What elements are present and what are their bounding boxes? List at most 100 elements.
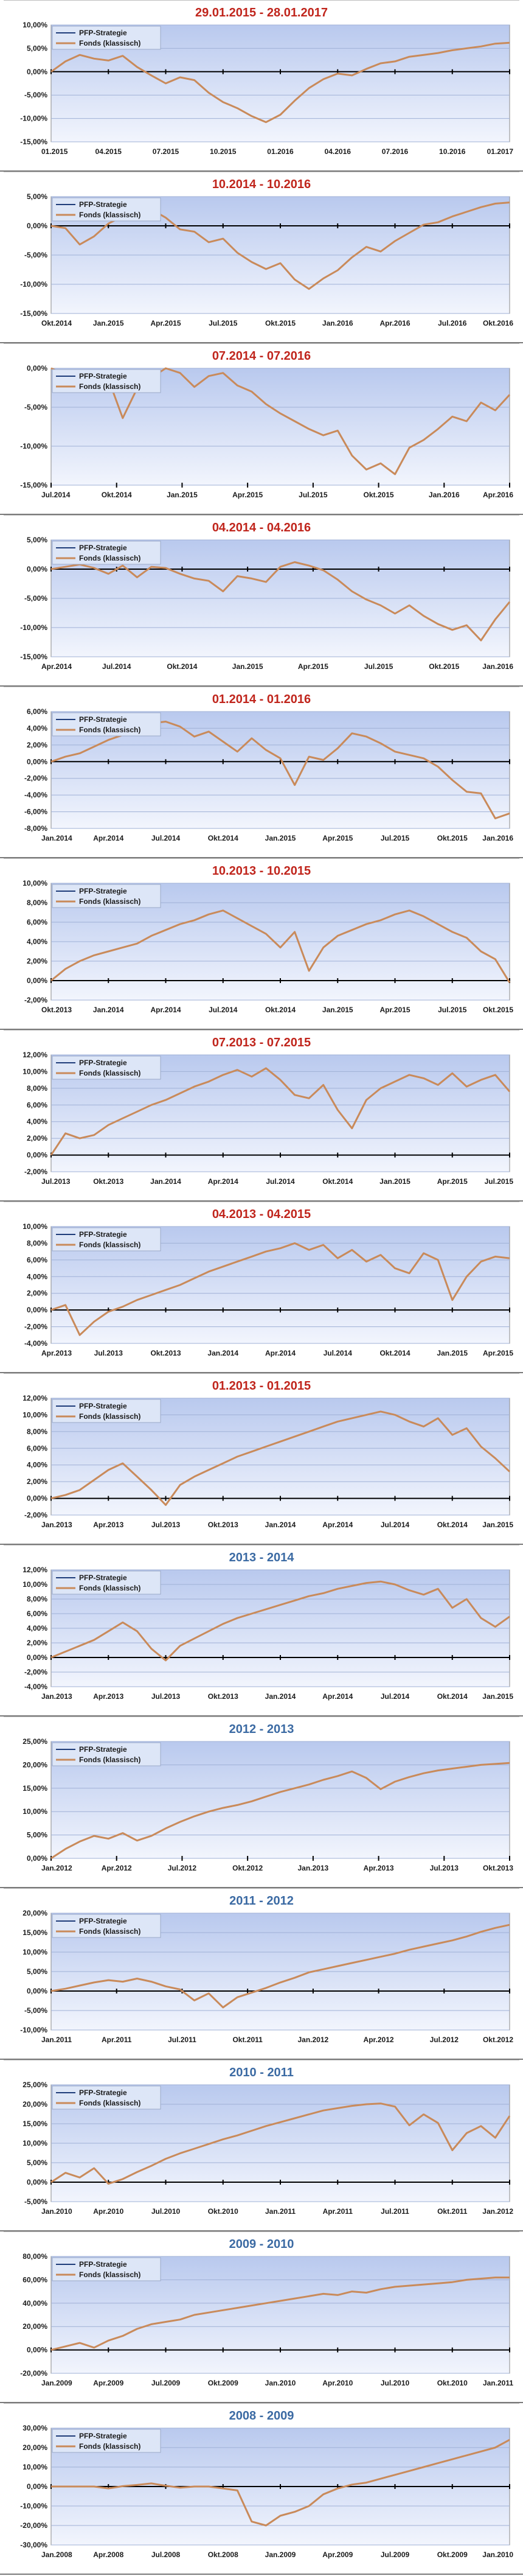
y-tick-label: 10,00% (23, 879, 47, 887)
x-tick-label: Okt.2014 (265, 1006, 296, 1014)
series-line-fonds (50, 1762, 510, 1860)
chart-svg: 04.2014 - 04.2016 -15,00% -10,00% -5,00% 0,0… (20, 521, 513, 671)
legend-label-fonds: Fonds (klassisch) (79, 2270, 140, 2279)
x-tick-label: Okt.2015 (437, 834, 468, 842)
y-tick-label: 0,00% (27, 2346, 47, 2354)
legend-label-fonds: Fonds (klassisch) (79, 2099, 140, 2107)
x-tick-label: Jan.2011 (483, 2379, 513, 2387)
x-tick-label: Jul.2015 (364, 662, 393, 671)
x-tick-label: Jul.2008 (151, 2550, 181, 2559)
chart-panel: 07.2014 - 07.2016 -15,00% -10,00% -5,00% 0,0… (4, 343, 519, 515)
x-tick-label: 07.2015 (153, 147, 179, 156)
series-line-fonds (51, 2438, 510, 2527)
y-tick-label: 12,00% (23, 1051, 47, 1059)
legend-label-pfp: PFP-Strategie (79, 544, 127, 552)
chart-panel: 29.01.2015 - 28.01.2017 -15,00% -10,00% -5,… (4, 0, 519, 172)
y-tick-label: 12,00% (23, 1566, 47, 1574)
y-tick-label: 10,00% (23, 1807, 47, 1816)
x-tick-label: Jan.2015 (482, 1692, 513, 1701)
y-tick-label: -4,00% (24, 1682, 47, 1691)
y-tick-label: -5,00% (24, 251, 47, 259)
x-tick-label: Jan.2014 (265, 1521, 296, 1529)
panel-separator (0, 342, 523, 343)
chart-svg: 01.2013 - 01.2015 -2,00% 0,00% 2,00% 4,00% 6,… (23, 1379, 513, 1529)
x-tick-label: Jul.2015 (209, 319, 238, 327)
x-tick-label: Jul.2013 (94, 1349, 123, 1357)
x-tick-label: Jan.2015 (379, 1177, 410, 1186)
x-tick-label: Apr.2009 (322, 2550, 353, 2559)
chart-svg: 10.2013 - 10.2015 -2,00% 0,00% 2,00% 4,00% 6,… (23, 864, 513, 1014)
panel-separator (0, 857, 523, 858)
y-tick-label: 40,00% (23, 2299, 47, 2308)
y-tick-label: 8,00% (27, 898, 47, 907)
y-tick-label: -30,00% (20, 2541, 47, 2549)
panel-separator (0, 1887, 523, 1888)
y-tick-label: 10,00% (23, 1222, 47, 1231)
y-tick-label: 10,00% (23, 1580, 47, 1589)
y-tick-label: 8,00% (27, 1595, 47, 1603)
x-tick-label: Apr.2015 (150, 319, 181, 327)
y-tick-label: 80,00% (23, 2252, 47, 2261)
x-tick-label: Jan.2013 (41, 1692, 72, 1701)
x-tick-label: Jul.2013 (151, 1521, 181, 1529)
y-tick-label: 12,00% (23, 1394, 47, 1402)
legend-label-pfp: PFP-Strategie (79, 1230, 127, 1239)
legend-box (52, 884, 161, 908)
chart-title: 01.2014 - 01.2016 (212, 693, 311, 706)
x-tick-label: Jan.2013 (41, 1521, 72, 1529)
x-tick-label: Apr.2014 (265, 1349, 296, 1357)
y-tick-label: 20,00% (23, 2443, 47, 2452)
y-tick-label: 6,00% (27, 1444, 47, 1452)
legend-box (52, 1914, 161, 1938)
legend-box (52, 712, 161, 737)
x-tick-label: Jul.2012 (430, 2035, 459, 2044)
x-tick-label: Apr.2014 (208, 1177, 238, 1186)
chart-title: 04.2014 - 04.2016 (212, 521, 311, 534)
chart-panel: 07.2013 - 07.2015 -2,00% 0,00% 2,00% 4,00% 6,… (4, 1030, 519, 1202)
y-tick-label: -4,00% (24, 1339, 47, 1348)
x-tick-label: Jan.2011 (265, 2207, 296, 2216)
y-tick-label: -5,00% (24, 2006, 47, 2015)
chart-panel: 2013 - 2014 -4,00% -2,00% 0,00% 2,00% 4,00% 6,… (4, 1545, 519, 1717)
x-tick-label: Okt.2015 (483, 1006, 513, 1014)
legend-label-pfp: PFP-Strategie (79, 2088, 127, 2097)
chart-panel: 01.2013 - 01.2015 -2,00% 0,00% 2,00% 4,00% 6,… (4, 1373, 519, 1545)
chart-panel: 01.2014 - 01.2016 -8,00% -6,00% -4,00% -2,00… (4, 687, 519, 858)
panel-separator (0, 170, 523, 172)
series-line-fonds (50, 1923, 510, 2009)
x-tick-label: Jan.2015 (232, 662, 263, 671)
panel-separator (0, 2574, 523, 2575)
y-tick-label: 0,00% (27, 1151, 47, 1160)
x-tick-label: Apr.2014 (150, 1006, 181, 1014)
x-tick-label: Okt.2015 (265, 319, 296, 327)
y-tick-label: 0,00% (27, 1987, 47, 1995)
legend-label-fonds: Fonds (klassisch) (79, 1927, 140, 1936)
x-tick-label: Jan.2009 (265, 2550, 296, 2559)
legend-label-pfp: PFP-Strategie (79, 29, 127, 37)
chart-svg: 2010 - 2011 -5,00% 0,00% 5,00% 10,00% 15,00% 2… (23, 2066, 513, 2216)
x-tick-label: Jan.2014 (93, 1006, 124, 1014)
x-tick-label: Apr.2010 (322, 2379, 353, 2387)
legend-label-fonds: Fonds (klassisch) (79, 39, 140, 47)
y-tick-label: 4,00% (27, 1118, 47, 1126)
y-tick-label: 0,00% (27, 2482, 47, 2491)
y-tick-label: -6,00% (24, 808, 47, 816)
chart-title: 07.2014 - 07.2016 (212, 349, 311, 363)
legend-box (52, 1399, 161, 1423)
series-line-fonds (50, 909, 511, 983)
x-tick-label: Jul.2013 (430, 1864, 459, 1872)
x-tick-label: Jul.2012 (168, 1864, 197, 1872)
y-tick-label: -8,00% (24, 824, 47, 833)
legend-label-pfp: PFP-Strategie (79, 372, 127, 380)
x-tick-label: Okt.2013 (483, 1864, 513, 1872)
x-tick-label: Jan.2011 (41, 2035, 72, 2044)
x-tick-label: Jul.2010 (381, 2379, 410, 2387)
legend-label-pfp: PFP-Strategie (79, 200, 127, 209)
x-tick-label: Jul.2010 (151, 2207, 181, 2216)
panel-separator (0, 1715, 523, 1717)
panel-separator (0, 1544, 523, 1545)
legend-label-pfp: PFP-Strategie (79, 1745, 127, 1754)
x-tick-label: Okt.2012 (483, 2035, 513, 2044)
